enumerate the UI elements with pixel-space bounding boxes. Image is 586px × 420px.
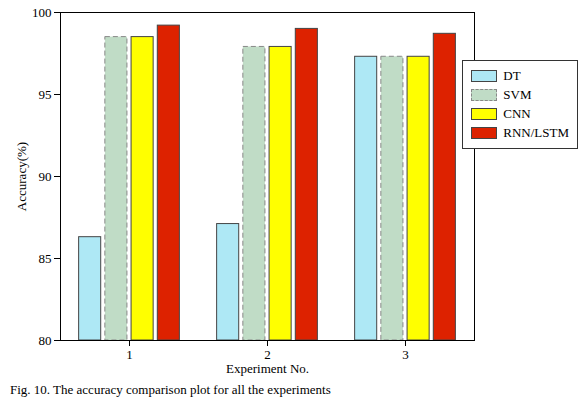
svg-text:1: 1: [126, 347, 133, 362]
svg-text:100: 100: [32, 5, 52, 20]
svg-text:3: 3: [402, 347, 409, 362]
svg-text:85: 85: [39, 251, 52, 266]
svg-text:Accuracy(%): Accuracy(%): [14, 142, 29, 211]
html-text:SVM: SVM: [503, 87, 532, 102]
svg-text:80: 80: [39, 333, 52, 348]
html-text:DT: DT: [503, 68, 521, 83]
svg-text:Experiment No.: Experiment No.: [226, 361, 309, 376]
svg-text:90: 90: [39, 169, 52, 184]
html-text:Fig. 10. The accuracy comparis: Fig. 10. The accuracy comparison plot fo…: [10, 382, 331, 397]
svg-text:2: 2: [264, 347, 271, 362]
html-text:RNN/LSTM: RNN/LSTM: [503, 125, 569, 140]
html-text:CNN: CNN: [503, 106, 531, 121]
svg-text:95: 95: [39, 87, 52, 102]
